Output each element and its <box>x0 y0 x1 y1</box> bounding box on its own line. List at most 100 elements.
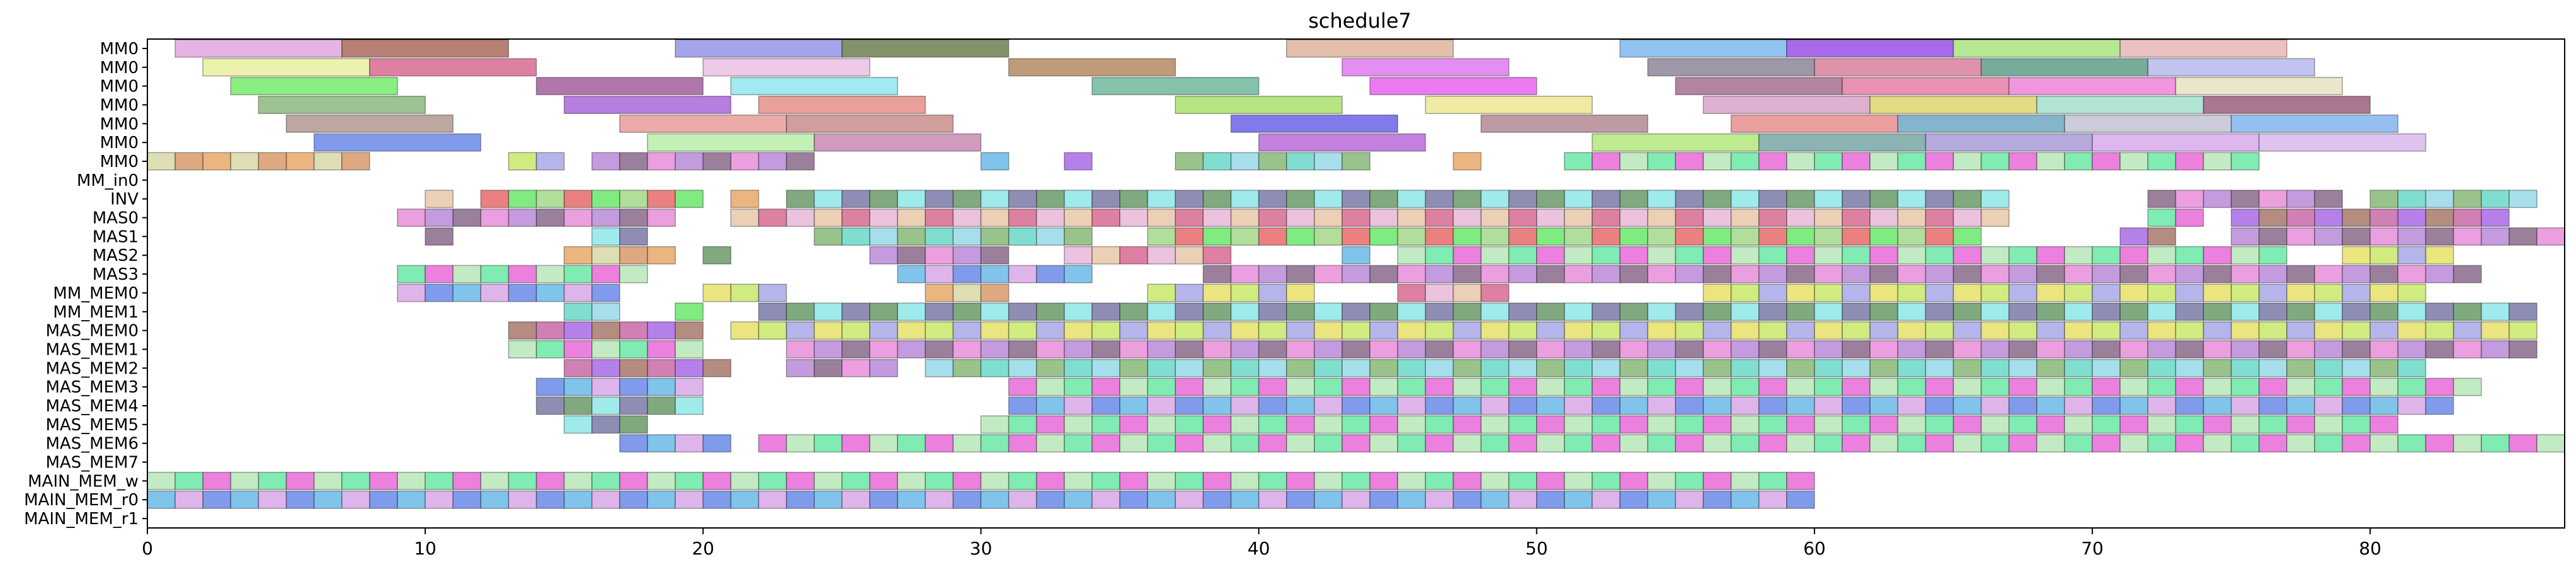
task-bar <box>1369 209 1398 227</box>
task-bar <box>1952 39 2121 58</box>
task-bar <box>1619 358 1648 377</box>
task-bar <box>452 209 482 227</box>
task-bar <box>1119 377 1148 396</box>
task-bar <box>1814 340 1843 358</box>
task-bar <box>1342 340 1371 358</box>
task-bar <box>202 490 232 509</box>
task-bar <box>869 321 898 340</box>
task-bar <box>1119 209 1148 227</box>
task-bar <box>2230 284 2260 302</box>
task-bar <box>785 152 815 171</box>
task-bar <box>814 471 843 490</box>
task-bar <box>563 415 593 434</box>
task-bar <box>758 209 787 227</box>
task-bar <box>1758 209 1787 227</box>
task-bar <box>1925 358 1954 377</box>
task-bar <box>814 358 843 377</box>
task-bar <box>1536 302 1565 321</box>
task-bar <box>785 490 815 509</box>
task-bar <box>814 302 843 321</box>
task-bar <box>2230 152 2260 171</box>
task-bar <box>1842 321 1871 340</box>
task-bar <box>1647 340 1677 358</box>
task-bar <box>1342 358 1371 377</box>
task-bar <box>2064 396 2093 415</box>
task-bar <box>1702 321 1732 340</box>
task-bar <box>2425 227 2454 246</box>
task-bar <box>1480 114 1648 133</box>
task-bar <box>1897 321 1927 340</box>
task-bar <box>1702 415 1732 434</box>
task-bar <box>952 209 982 227</box>
task-bar <box>1702 246 1732 265</box>
task-bar <box>2230 340 2260 358</box>
task-bar <box>535 284 565 302</box>
x-tick-label: 40 <box>1248 538 1270 559</box>
task-bar <box>730 77 898 96</box>
task-bar <box>1452 190 1482 209</box>
task-bar <box>1980 377 2010 396</box>
task-bar <box>1480 396 1510 415</box>
task-bar <box>2203 396 2232 415</box>
task-bar <box>1369 77 1537 96</box>
task-bar <box>2258 302 2288 321</box>
task-bar <box>1730 227 1760 246</box>
task-bar <box>925 246 954 265</box>
task-bar <box>1314 152 1343 171</box>
task-bar <box>1147 415 1177 434</box>
task-bar <box>619 152 648 171</box>
task-bar <box>1091 434 1120 453</box>
task-bar <box>841 209 870 227</box>
task-bar <box>563 246 593 265</box>
task-bar <box>925 265 954 284</box>
task-bar <box>619 246 648 265</box>
task-bar <box>1342 152 1371 171</box>
task-bar <box>1702 471 1732 490</box>
task-bar <box>1425 227 1454 246</box>
task-bar <box>1702 358 1732 377</box>
task-bar <box>1702 209 1732 227</box>
task-bar <box>952 284 982 302</box>
task-bar <box>675 471 704 490</box>
task-bar <box>1035 415 1065 434</box>
task-bar <box>1842 340 1871 358</box>
task-bar <box>1925 152 1954 171</box>
task-bar <box>2147 227 2177 246</box>
task-bar <box>591 358 620 377</box>
task-bar <box>730 490 760 509</box>
task-bar <box>1619 415 1648 434</box>
task-bar <box>1619 434 1648 453</box>
task-bar <box>397 490 426 509</box>
task-bar <box>2092 434 2121 453</box>
task-bar <box>230 471 259 490</box>
task-bar <box>591 209 620 227</box>
task-bar <box>2175 358 2204 377</box>
task-bar <box>1842 209 1871 227</box>
task-bar <box>2092 265 2121 284</box>
task-bar <box>925 490 954 509</box>
x-tick-label: 60 <box>1803 538 1826 559</box>
task-bar <box>2397 302 2427 321</box>
task-bar <box>1008 415 1037 434</box>
task-bar <box>1369 471 1398 490</box>
task-bar <box>1480 340 1510 358</box>
task-bar <box>2119 284 2149 302</box>
task-bar <box>758 95 926 114</box>
task-bar <box>2286 358 2315 377</box>
row-label: MAS_MEM3 <box>45 378 139 397</box>
task-bar <box>1230 152 1260 171</box>
task-bar <box>841 471 870 490</box>
task-bar <box>841 227 870 246</box>
task-bar <box>1091 415 1120 434</box>
task-bar <box>2230 415 2260 434</box>
task-bar <box>1592 321 1621 340</box>
task-bar <box>897 302 926 321</box>
task-bar <box>1952 209 1982 227</box>
task-bar <box>1675 358 1704 377</box>
task-bar <box>1786 227 1815 246</box>
task-bar <box>1842 434 1871 453</box>
task-bar <box>452 471 482 490</box>
task-bar <box>1008 396 1037 415</box>
task-bar <box>2230 114 2399 133</box>
task-bar <box>980 358 1010 377</box>
